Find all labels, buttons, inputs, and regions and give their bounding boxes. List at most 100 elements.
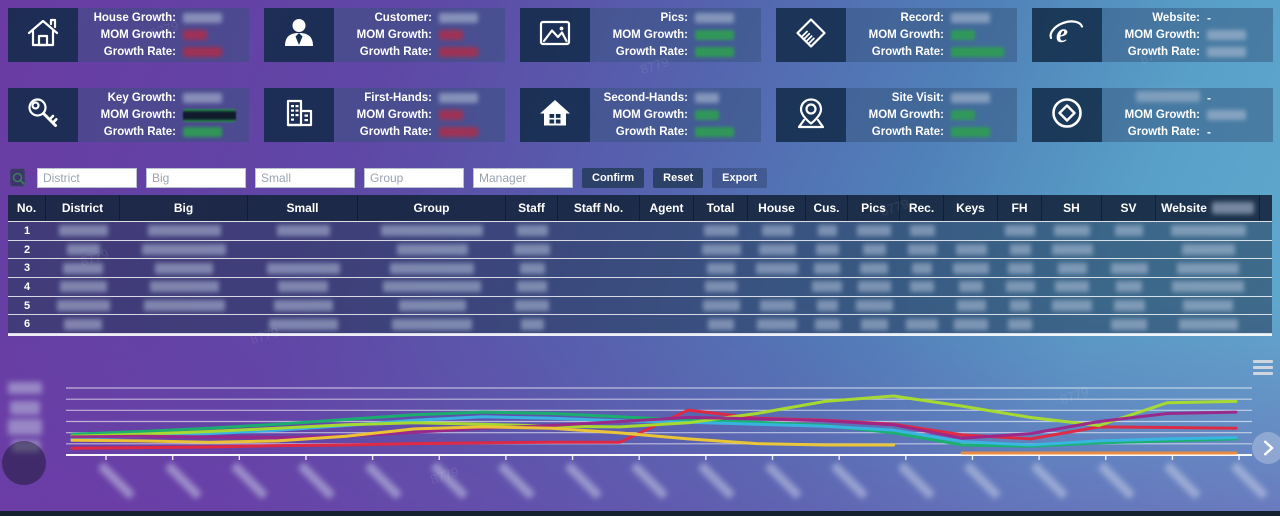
header-label: Agent — [649, 201, 684, 215]
stat-value-redacted — [1207, 110, 1246, 120]
header-label: Small — [286, 201, 319, 215]
stat-card-icon-box — [8, 88, 78, 142]
cell-value-redacted — [1051, 244, 1093, 256]
stat-card-icon-box — [8, 8, 78, 62]
table-cell — [998, 297, 1042, 315]
cell-value-redacted — [1170, 225, 1246, 237]
stat-label: Growth Rate: — [871, 46, 944, 58]
stat-label: Growth Rate: — [103, 46, 176, 58]
reset-button[interactable]: Reset — [653, 168, 704, 188]
stat-row: Site Visit: — [850, 90, 1009, 107]
stat-value — [183, 93, 241, 103]
cell-value-redacted — [1183, 300, 1233, 312]
chart-series-cyan — [70, 415, 1238, 447]
cell-value-redacted — [56, 300, 110, 312]
cell-value-redacted — [276, 225, 330, 237]
chart-menu-icon[interactable] — [1253, 360, 1273, 375]
chart-prev-button[interactable] — [2, 441, 46, 485]
stat-row: Growth Rate: — [82, 44, 241, 61]
x-axis-label-redacted — [630, 462, 669, 500]
table-cell — [1042, 297, 1102, 315]
table-cell — [120, 278, 248, 296]
cell-value-redacted — [1172, 281, 1244, 293]
stat-card-icon-box — [264, 88, 334, 142]
stat-label: Pics: — [660, 12, 689, 24]
table-cell — [944, 297, 998, 315]
stat-value — [1207, 30, 1265, 40]
header-label: Website — [1161, 201, 1207, 215]
manager-input[interactable] — [473, 168, 573, 188]
group-input[interactable] — [364, 168, 464, 188]
stat-card: e Website: - MOM Growth: Growth Rate: — [1032, 8, 1273, 62]
stat-card: House Growth: MOM Growth: Growth Rate: — [8, 8, 249, 62]
stat-label: MOM Growth: — [100, 109, 176, 121]
x-axis-label-redacted — [430, 462, 469, 500]
header-cell-sv: SV — [1102, 195, 1156, 221]
confirm-button[interactable]: Confirm — [582, 168, 645, 188]
x-axis-label-redacted — [1030, 462, 1069, 500]
stat-card-icon-box: e — [1032, 8, 1102, 62]
stat-card-icon-box — [520, 8, 590, 62]
table-cell — [640, 278, 694, 296]
stat-value — [695, 13, 753, 23]
table-cell — [694, 278, 748, 296]
row-number: 3 — [23, 262, 31, 275]
table-cell — [248, 315, 358, 333]
stat-card: Record: MOM Growth: Growth Rate: — [776, 8, 1017, 62]
stat-row: Growth Rate: — [82, 124, 241, 141]
stat-label: MOM Growth: — [356, 29, 432, 41]
table-cell — [358, 259, 506, 277]
small-input[interactable] — [255, 168, 355, 188]
header-cell-big: Big — [120, 195, 248, 221]
table-cell — [1102, 297, 1156, 315]
header-label: Staff No. — [573, 201, 624, 215]
stat-value — [439, 13, 497, 23]
stat-card-body: First-Hands: MOM Growth: Growth Rate: — [334, 88, 505, 142]
cell-value-redacted — [907, 244, 937, 256]
chevron-right-icon — [1264, 440, 1274, 456]
cell-value-redacted — [268, 318, 338, 330]
cell-value-redacted — [906, 318, 938, 330]
table-cell — [120, 241, 248, 259]
header-label: Total — [706, 201, 735, 215]
header-cell-group: Group — [358, 195, 506, 221]
stat-label: MOM Growth: — [100, 29, 176, 41]
x-axis-label-redacted — [164, 462, 203, 500]
table-cell — [806, 278, 848, 296]
stat-row: First-Hands: — [338, 90, 497, 107]
export-button[interactable]: Export — [712, 168, 767, 188]
stat-value: - — [1207, 11, 1265, 25]
cell-value-redacted — [142, 244, 226, 256]
table-row: 6 — [8, 315, 1272, 335]
chart-next-button[interactable] — [1252, 432, 1280, 464]
table-cell — [358, 241, 506, 259]
cell-value-redacted — [756, 262, 798, 274]
x-axis-label-redacted — [297, 462, 336, 500]
cell-value-redacted — [1055, 281, 1089, 293]
stat-row: Second-Hands: — [594, 90, 753, 107]
table-cell — [900, 259, 944, 277]
line-chart — [66, 387, 1252, 460]
stat-value-dash: - — [1207, 11, 1211, 25]
stat-row: Record: — [850, 10, 1009, 27]
stat-label: Growth Rate: — [615, 46, 688, 58]
header-label: SH — [1063, 201, 1080, 215]
cell-value-redacted — [1113, 300, 1145, 312]
stat-value-redacted — [951, 13, 990, 23]
stat-label: Record: — [900, 12, 944, 24]
table-cell — [358, 278, 506, 296]
cell-value-redacted — [857, 281, 891, 293]
header-value-redacted — [1211, 202, 1254, 214]
stat-label: Site Visit: — [891, 92, 944, 104]
table-cell — [1156, 297, 1260, 315]
stat-row: Growth Rate: - — [1106, 124, 1265, 141]
stat-label: Growth Rate: — [1127, 46, 1200, 58]
cell-value-redacted — [514, 244, 550, 256]
district-input[interactable] — [37, 168, 137, 188]
big-input[interactable] — [146, 168, 246, 188]
table-cell — [1102, 278, 1156, 296]
cell-value-redacted — [143, 300, 225, 312]
table-cell — [900, 278, 944, 296]
stat-value-redacted — [183, 30, 207, 40]
sitevisit-icon — [792, 94, 830, 137]
